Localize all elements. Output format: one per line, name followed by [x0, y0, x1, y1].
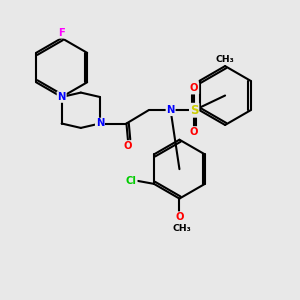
Text: O: O	[124, 141, 132, 151]
Text: CH₃: CH₃	[172, 224, 191, 232]
Text: N: N	[58, 92, 66, 102]
Text: CH₃: CH₃	[216, 55, 235, 64]
Text: N: N	[167, 105, 175, 115]
Text: N: N	[96, 118, 104, 128]
Text: O: O	[175, 212, 184, 222]
Text: F: F	[58, 28, 65, 38]
Text: O: O	[190, 127, 198, 137]
Text: Cl: Cl	[126, 176, 137, 186]
Text: S: S	[190, 104, 198, 117]
Text: O: O	[190, 83, 198, 94]
